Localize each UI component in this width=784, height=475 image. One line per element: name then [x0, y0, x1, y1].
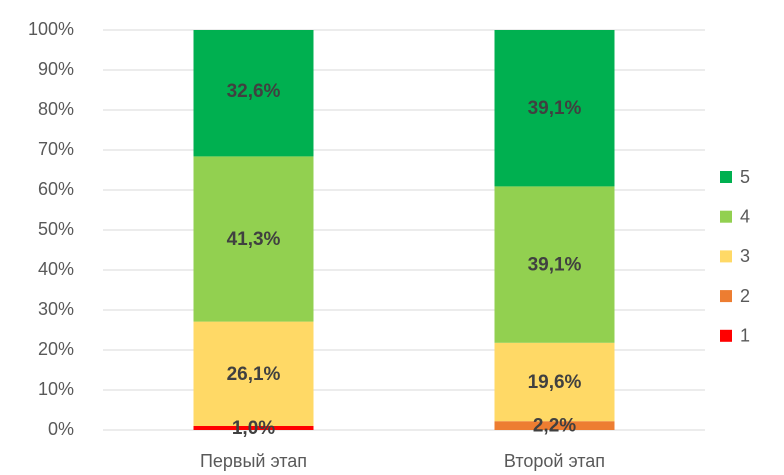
y-tick-label: 30%	[38, 299, 74, 319]
y-tick-label: 80%	[38, 99, 74, 119]
y-tick-label: 60%	[38, 179, 74, 199]
y-tick-label: 40%	[38, 259, 74, 279]
legend-label: 1	[740, 326, 750, 346]
legend-swatch	[720, 329, 732, 342]
y-tick-label: 100%	[28, 19, 74, 39]
data-label: 19,6%	[528, 372, 582, 393]
legend-label: 5	[740, 167, 750, 187]
data-label: 26,1%	[227, 364, 281, 385]
bar-segment	[494, 421, 615, 430]
data-label: 41,3%	[227, 229, 281, 250]
data-label: 2,2%	[533, 416, 576, 437]
bar-segment	[494, 186, 615, 343]
y-tick-label: 20%	[38, 339, 74, 359]
bar-segment	[193, 156, 314, 322]
bar-segment	[193, 30, 314, 157]
bar-segment	[494, 342, 615, 422]
legend-swatch	[720, 250, 732, 263]
legend-swatch	[720, 290, 732, 303]
bar-segment	[193, 321, 314, 426]
x-tick-label: Второй этап	[504, 451, 605, 471]
data-label: 1,0%	[232, 418, 275, 439]
x-tick-label: Первый этап	[200, 451, 307, 471]
y-tick-label: 10%	[38, 379, 74, 399]
legend-swatch	[720, 210, 732, 223]
bars	[193, 30, 615, 430]
data-label: 39,1%	[528, 98, 582, 119]
y-tick-label: 90%	[38, 59, 74, 79]
legend-label: 4	[740, 206, 750, 226]
y-tick-label: 0%	[48, 419, 74, 439]
legend-swatch	[720, 171, 732, 183]
legend-label: 2	[740, 286, 750, 306]
data-label: 39,1%	[528, 255, 582, 276]
bar-segment	[494, 30, 615, 187]
legend-label: 3	[740, 246, 750, 266]
bar-segment	[193, 426, 314, 430]
data-label: 32,6%	[227, 81, 281, 102]
y-tick-label: 70%	[38, 139, 74, 159]
y-tick-label: 50%	[38, 219, 74, 239]
